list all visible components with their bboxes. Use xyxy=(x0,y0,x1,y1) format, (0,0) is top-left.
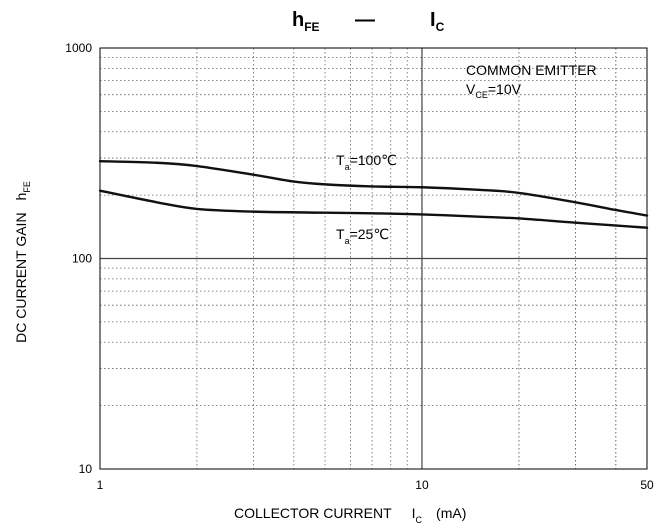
y-tick-label-1000: 1000 xyxy=(65,41,92,55)
plot-area-frame xyxy=(99,47,648,470)
y-tick-label-100: 100 xyxy=(72,252,92,266)
x-axis-ticks: 1 10 50 xyxy=(97,478,654,492)
x-axis-label: COLLECTOR CURRENT IC (mA) xyxy=(234,505,466,525)
y-tick-label-10: 10 xyxy=(79,462,93,476)
x-tick-label-50: 50 xyxy=(640,478,654,492)
x-tick-label-10: 10 xyxy=(415,478,429,492)
y-axis-ticks: 10 100 1000 xyxy=(65,41,92,476)
series-line-ta-25c xyxy=(98,189,649,229)
y-axis-label: DC CURRENT GAINhFE xyxy=(13,181,32,343)
chart-title-second: IC xyxy=(430,9,445,34)
series-line-ta-100c xyxy=(98,159,649,217)
annotation-line1: COMMON EMITTER xyxy=(466,62,597,78)
annotation-common-emitter: COMMON EMITTER VCE=10V xyxy=(466,62,597,100)
x-tick-label-1: 1 xyxy=(97,478,104,492)
annotation-line2: VCE=10V xyxy=(466,81,522,100)
chart-title-dash: — xyxy=(355,9,375,31)
chart-series xyxy=(98,159,649,229)
series-label-25c: Ta=25℃ xyxy=(336,226,389,246)
chart-title: hFE xyxy=(292,9,320,34)
series-label-100c: Ta=100℃ xyxy=(336,152,397,172)
chart-grid xyxy=(100,48,648,469)
